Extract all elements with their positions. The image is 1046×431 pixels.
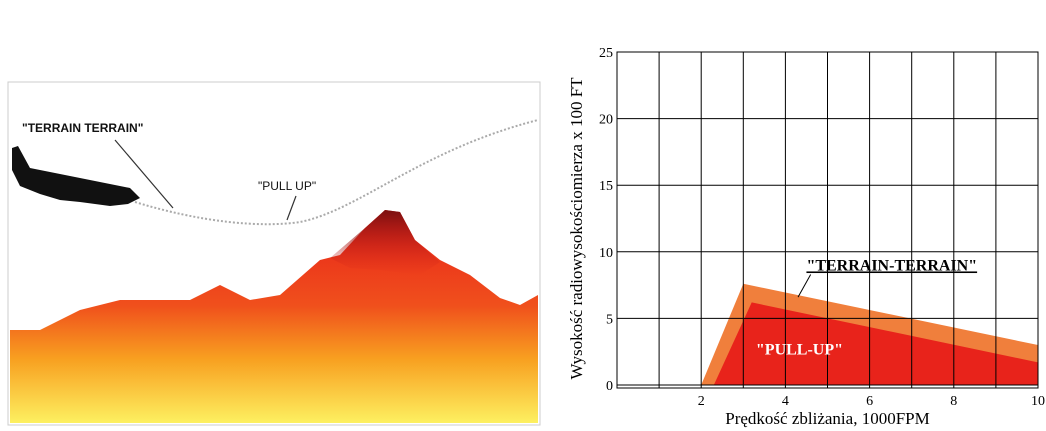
region-label: "PULL-UP" <box>756 341 843 358</box>
y-tick-label: 10 <box>599 246 613 261</box>
leader-line <box>798 274 811 297</box>
y-tick-label: 0 <box>606 379 613 394</box>
illustration: "TERRAIN TERRAIN" "PULL UP" <box>8 82 540 425</box>
y-tick-label: 20 <box>599 113 613 128</box>
x-tick-label: 8 <box>950 394 957 409</box>
y-tick-label: 5 <box>606 312 613 327</box>
x-tick-label: 4 <box>782 394 789 409</box>
region-label: "TERRAIN-TERRAIN" <box>806 257 977 274</box>
y-tick-label: 25 <box>599 46 613 61</box>
x-tick-label: 2 <box>698 394 705 409</box>
y-tick-label: 15 <box>599 179 613 194</box>
x-tick-label: 6 <box>866 394 873 409</box>
x-axis-title: Prędkość zbliżania, 1000FPM <box>725 409 929 428</box>
x-tick-label: 10 <box>1031 394 1045 409</box>
illustration-label: "TERRAIN TERRAIN" <box>22 121 143 135</box>
figure: "TERRAIN TERRAIN" "PULL UP" 0 5 10 15 20 25 2 4… <box>0 0 1046 431</box>
y-axis-title: Wysokość radiowysokościomierza x 100 FT <box>567 77 586 380</box>
illustration-label: "PULL UP" <box>258 179 316 193</box>
chart: 0 5 10 15 20 25 2 4 6 8 10 Prędkość zbliżania, 1000… <box>567 46 1045 428</box>
